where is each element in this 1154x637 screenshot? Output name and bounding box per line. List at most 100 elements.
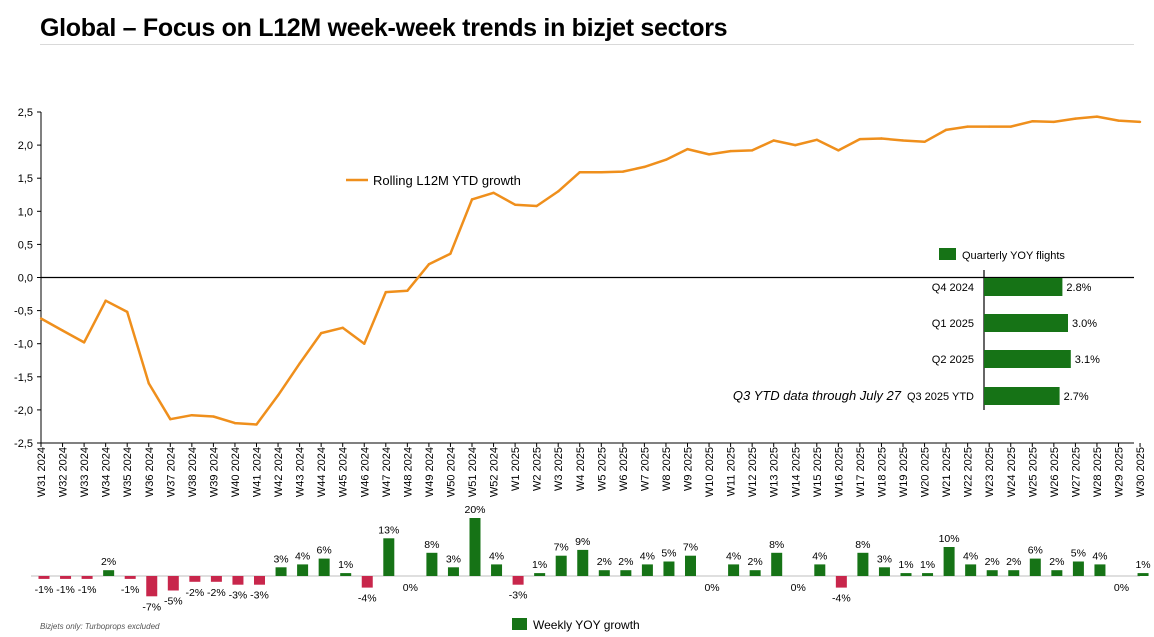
weekly-bar	[835, 576, 847, 588]
y-tick-label: 2,5	[18, 107, 33, 119]
line-point	[901, 139, 905, 142]
quarterly-legend-swatch	[939, 248, 956, 260]
weekly-bar-label: 13%	[378, 524, 399, 536]
x-tick-label: W17 2025	[855, 447, 867, 497]
line-point	[255, 423, 258, 426]
weekly-bar-label: 1%	[532, 559, 547, 571]
x-tick-label: W26 2025	[1049, 447, 1061, 497]
x-tick-label: W40 2024	[230, 447, 242, 497]
weekly-bar	[814, 564, 826, 576]
weekly-bar-label: 3%	[877, 553, 892, 565]
weekly-bar	[124, 576, 136, 579]
weekly-bar	[534, 573, 546, 576]
x-tick-label: W41 2024	[252, 447, 264, 497]
quarterly-bar	[984, 314, 1068, 332]
weekly-bar-label: 2%	[748, 556, 763, 568]
line-point	[750, 149, 754, 152]
line-point	[82, 341, 86, 344]
weekly-bar	[965, 564, 977, 576]
line-point	[319, 331, 323, 335]
weekly-bar	[447, 567, 459, 576]
y-tick-label: -1,5	[14, 372, 33, 384]
line-point	[1009, 125, 1012, 128]
line-point	[837, 149, 840, 152]
weekly-bar	[383, 538, 395, 576]
y-axis-ticks: 2,5 2,0 1,5 1,0 0,5 0,0 -0,5 -1,0 -1,5 -2,0 -2,5	[14, 107, 41, 450]
line-point	[664, 158, 668, 161]
weekly-bar-label: 9%	[575, 536, 590, 548]
weekly-bar-label: 7%	[554, 542, 569, 554]
line-point	[104, 299, 107, 302]
x-tick-label: W10 2025	[704, 447, 716, 497]
weekly-bar	[426, 552, 438, 576]
line-point	[276, 394, 280, 397]
weekly-bar	[922, 573, 934, 576]
x-tick-label: W50 2024	[445, 447, 457, 497]
weekly-bar-label: 3%	[446, 553, 461, 565]
y-tick-label: 1,0	[18, 206, 33, 218]
y-tick-label: -2,5	[14, 438, 33, 450]
x-tick-label: W29 2025	[1114, 447, 1126, 497]
weekly-bar	[167, 576, 179, 591]
weekly-bar	[189, 576, 201, 582]
y-tick-label: 1,5	[18, 173, 33, 185]
line-point	[147, 382, 150, 385]
x-tick-label: W22 2025	[963, 447, 975, 497]
line-point	[39, 317, 43, 320]
x-tick-label: W37 2024	[165, 447, 177, 497]
x-tick-label: W16 2025	[833, 447, 845, 497]
weekly-bar-label: 0%	[791, 582, 806, 594]
weekly-bar-series: -1% -1% -1%2%-1%-7% -5%-2% -2% -3% -3%3% 4% 6%1%…	[31, 504, 1151, 613]
weekly-bar-label: -2%	[207, 587, 226, 599]
x-tick-label: W11 2025	[726, 447, 738, 496]
line-point	[535, 204, 538, 208]
x-tick-label: W48 2024	[402, 447, 414, 497]
line-point	[384, 290, 387, 294]
page-title: Global – Focus on L12M week-week trends …	[40, 14, 728, 42]
weekly-bar	[469, 518, 481, 576]
x-tick-label: W12 2025	[747, 447, 759, 497]
weekly-bar	[361, 576, 373, 588]
quarterly-category-label: Q1 2025	[932, 318, 974, 330]
weekly-bar-label: 2%	[1006, 556, 1021, 568]
line-point	[923, 140, 926, 143]
line-point	[988, 125, 991, 128]
line-point	[772, 139, 775, 142]
line-point	[513, 203, 517, 206]
weekly-bar	[254, 576, 265, 585]
quarterly-category-label: Q4 2024	[932, 282, 974, 294]
x-tick-label: W24 2025	[1006, 447, 1018, 497]
x-tick-label: W14 2025	[790, 447, 802, 497]
weekly-bar	[857, 552, 869, 576]
weekly-bar-label: 2%	[618, 556, 633, 568]
x-tick-label: W52 2024	[489, 447, 501, 497]
x-tick-label: W13 2025	[769, 447, 781, 497]
line-point	[492, 191, 495, 194]
weekly-bar-label: 1%	[920, 559, 935, 571]
line-point	[212, 415, 215, 418]
weekly-bar-label: 2%	[1049, 556, 1064, 568]
weekly-bar-label: 7%	[683, 542, 698, 554]
weekly-bar-label: 0%	[704, 582, 719, 594]
line-point	[621, 170, 625, 173]
quarterly-bar	[984, 387, 1060, 405]
weekly-bar	[297, 564, 309, 576]
x-tick-label: W47 2024	[381, 447, 393, 497]
x-tick-label: W34 2024	[101, 447, 113, 497]
weekly-bar-label: 8%	[855, 539, 870, 551]
line-point	[1138, 120, 1142, 124]
line-point	[169, 417, 172, 421]
x-tick-label: W2 2025	[532, 447, 544, 491]
footnote: Bizjets only: Turboprops excluded	[40, 622, 160, 631]
x-tick-label: W9 2025	[683, 447, 695, 491]
x-tick-label: W3 2025	[553, 447, 565, 491]
x-tick-label: W43 2024	[295, 447, 307, 497]
weekly-bar	[1051, 570, 1063, 576]
x-tick-label: W51 2024	[467, 447, 479, 497]
weekly-bar	[555, 555, 567, 576]
line-point	[363, 342, 366, 345]
weekly-bar-label: 8%	[769, 539, 784, 551]
weekly-bar	[620, 570, 632, 576]
weekly-bar-label: 0%	[1114, 582, 1129, 594]
quarterly-bar-label: 2.8%	[1066, 282, 1091, 294]
